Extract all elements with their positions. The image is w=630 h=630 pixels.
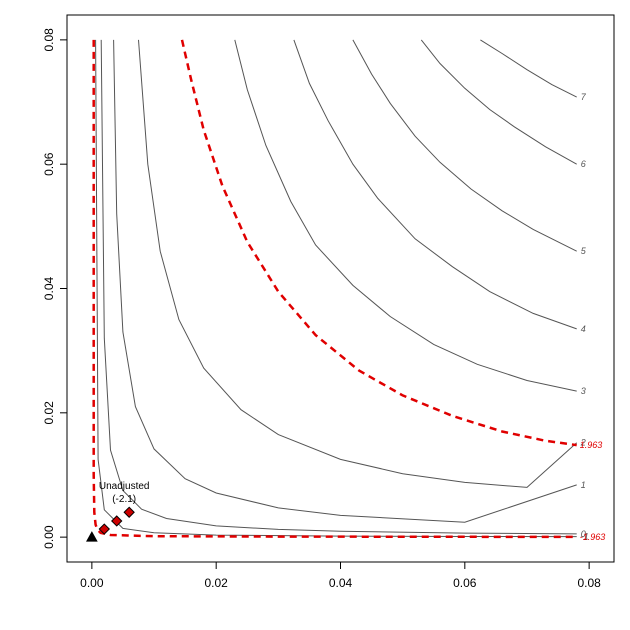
x-tick-label: 0.08 bbox=[577, 576, 601, 590]
contour-label: 2 bbox=[580, 438, 586, 448]
contour-label: 6 bbox=[581, 159, 586, 169]
contour-line-7 bbox=[420, 39, 577, 165]
threshold-label: 1.963 bbox=[580, 440, 603, 450]
contour-label: -1 bbox=[581, 532, 589, 542]
contour-labels: -10 1 2 3 4 5 6 7 -1.963 1.963 bbox=[580, 92, 606, 542]
y-tick-label: 0.08 bbox=[42, 28, 56, 52]
annotation: Unadjusted (-2.1) bbox=[99, 481, 150, 505]
data-points bbox=[86, 506, 135, 542]
x-tick-label: 0.02 bbox=[205, 576, 229, 590]
contour-line-3 bbox=[138, 39, 578, 488]
contour-line-2 bbox=[113, 39, 577, 523]
y-tick-label: 0.02 bbox=[42, 401, 56, 425]
contour-label: 0 bbox=[581, 529, 586, 539]
threshold-label: -1.963 bbox=[580, 532, 606, 542]
contour-line-8 bbox=[480, 39, 577, 98]
point-triangle bbox=[86, 531, 98, 542]
point-diamond bbox=[111, 515, 123, 527]
contour-label: 5 bbox=[581, 246, 587, 256]
contour-label: 1 bbox=[581, 480, 586, 490]
contour-line-6 bbox=[352, 39, 577, 252]
threshold-line-0 bbox=[92, 39, 577, 539]
plot-frame bbox=[66, 14, 615, 563]
point-diamond bbox=[123, 506, 135, 518]
y-tick-label: 0.04 bbox=[42, 276, 56, 300]
x-tick-label: 0.06 bbox=[453, 576, 477, 590]
y-axis: 0.00 0.02 0.04 0.06 0.08 bbox=[42, 28, 68, 549]
y-tick-label: 0.06 bbox=[42, 152, 56, 176]
contour-label: 4 bbox=[581, 324, 586, 334]
y-tick-label: 0.00 bbox=[42, 525, 56, 549]
threshold-line-1 bbox=[180, 39, 577, 447]
contour-line-1 bbox=[100, 39, 577, 535]
x-axis: 0.00 0.02 0.04 0.06 0.08 bbox=[80, 561, 601, 590]
contour-label: 3 bbox=[581, 386, 586, 396]
contour-label: 7 bbox=[581, 92, 587, 102]
contour-line-4 bbox=[234, 39, 577, 392]
contour-line-5 bbox=[293, 39, 577, 330]
x-tick-label: 0.04 bbox=[329, 576, 353, 590]
annotation-line2: (-2.1) bbox=[112, 494, 136, 505]
annotation-line1: Unadjusted bbox=[99, 481, 150, 492]
contour-lines bbox=[95, 39, 578, 538]
threshold-lines bbox=[92, 39, 577, 539]
x-tick-label: 0.00 bbox=[80, 576, 104, 590]
point-diamond bbox=[98, 523, 111, 535]
